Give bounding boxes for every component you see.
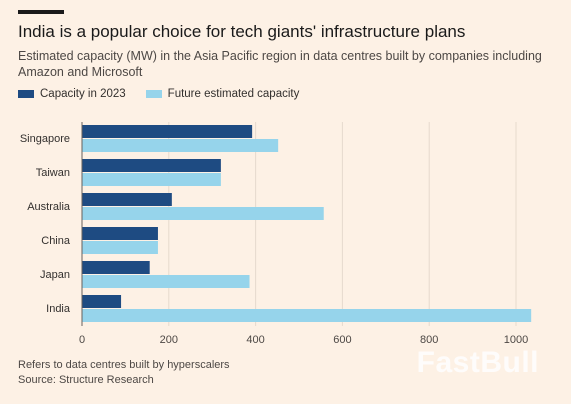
bar-2023-australia <box>82 193 172 206</box>
x-tick-label-200: 200 <box>160 334 178 346</box>
x-tick-label-0: 0 <box>79 334 85 346</box>
category-label-india: India <box>46 303 71 315</box>
title-accent-bar <box>18 10 64 14</box>
x-tick-label-800: 800 <box>420 334 438 346</box>
category-label-china: China <box>41 235 71 247</box>
x-tick-label-600: 600 <box>333 334 351 346</box>
x-tick-label-1000: 1000 <box>504 334 528 346</box>
x-tick-label-400: 400 <box>246 334 264 346</box>
bar-future-singapore <box>82 139 279 152</box>
watermark-logo: FastBull <box>416 346 539 379</box>
chart-title: India is a popular choice for tech giant… <box>18 22 466 41</box>
legend-swatch-2023 <box>18 90 34 98</box>
legend-label-future: Future estimated capacity <box>167 88 300 100</box>
bar-future-china <box>82 241 158 254</box>
category-label-taiwan: Taiwan <box>36 167 70 179</box>
bar-2023-india <box>82 295 122 308</box>
bar-future-taiwan <box>82 173 221 186</box>
category-label-australia: Australia <box>27 201 71 213</box>
legend-item-future: Future estimated capacity <box>145 88 300 100</box>
bar-future-japan <box>82 275 250 288</box>
chart-footnote: Refers to data centres built by hypersca… <box>18 359 230 371</box>
category-label-japan: Japan <box>40 269 70 281</box>
category-label-singapore: Singapore <box>20 133 70 145</box>
bar-2023-japan <box>82 261 150 274</box>
chart-subtitle: Estimated capacity (MW) in the Asia Paci… <box>18 49 542 79</box>
bar-future-australia <box>82 207 324 220</box>
legend-item-2023: Capacity in 2023 <box>18 88 126 100</box>
bar-2023-singapore <box>82 125 253 138</box>
legend-label-2023: Capacity in 2023 <box>40 88 126 100</box>
bar-2023-taiwan <box>82 159 221 172</box>
legend-swatch-future <box>145 90 162 98</box>
bar-future-india <box>82 309 532 322</box>
chart-source: Source: Structure Research <box>18 374 154 386</box>
bar-chart: 0 200 400 600 800 1000 Singapore Taiwan Australi… <box>20 122 532 346</box>
chart-legend: Capacity in 2023 Future estimated capaci… <box>18 88 299 100</box>
bar-2023-china <box>82 227 158 240</box>
